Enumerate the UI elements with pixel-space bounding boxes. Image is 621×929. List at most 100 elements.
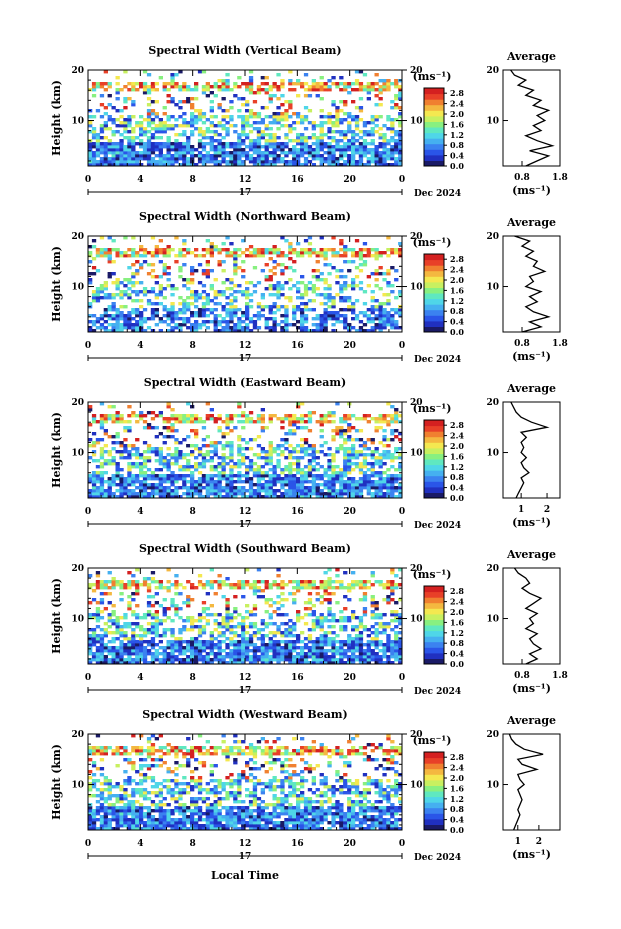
heatmap-cell bbox=[142, 320, 148, 324]
heatmap-cell bbox=[146, 426, 152, 430]
colorbar-swatch bbox=[424, 104, 444, 111]
heatmap-cell bbox=[197, 583, 203, 587]
heatmap-cell bbox=[378, 85, 383, 89]
heatmap-cell bbox=[225, 302, 230, 306]
heatmap-cell bbox=[288, 444, 293, 448]
heatmap-cell bbox=[107, 658, 112, 662]
heatmap-cell bbox=[288, 79, 293, 83]
heatmap-cell bbox=[135, 420, 140, 424]
heatmap-cell bbox=[150, 317, 156, 321]
heatmap-cell bbox=[303, 326, 309, 330]
heatmap-cell bbox=[142, 489, 148, 493]
heatmap-cell bbox=[315, 649, 320, 653]
heatmap-cell bbox=[280, 438, 285, 442]
heatmap-cell bbox=[115, 82, 120, 86]
heatmap-cell bbox=[190, 251, 195, 255]
heatmap-cell bbox=[146, 640, 152, 644]
heatmap-cell bbox=[217, 260, 222, 264]
heatmap-cell bbox=[99, 142, 105, 146]
panel-title: Spectral Width (Vertical Beam) bbox=[148, 44, 341, 57]
heatmap-cell bbox=[382, 124, 387, 128]
heatmap-cell bbox=[284, 640, 289, 644]
heatmap-cell bbox=[233, 329, 238, 333]
heatmap-cell bbox=[95, 480, 101, 484]
heatmap-cell bbox=[241, 495, 246, 499]
heatmap-cell bbox=[201, 121, 207, 125]
heatmap-cell bbox=[241, 115, 246, 119]
heatmap-cell bbox=[264, 649, 269, 653]
heatmap-cell bbox=[131, 115, 136, 119]
heatmap-cell bbox=[284, 489, 289, 493]
heatmap-cell bbox=[260, 305, 265, 309]
heatmap-cell bbox=[284, 326, 289, 330]
heatmap-cell bbox=[331, 429, 336, 433]
heatmap-cell bbox=[162, 613, 167, 617]
heatmap-cell bbox=[174, 637, 179, 641]
heatmap-cell bbox=[88, 320, 93, 324]
heatmap-cell bbox=[237, 323, 242, 327]
heatmap-cell bbox=[201, 462, 207, 466]
heatmap-cell bbox=[123, 151, 128, 155]
heatmap-cell bbox=[252, 314, 258, 318]
heatmap-cell bbox=[343, 254, 348, 258]
heatmap-cell bbox=[170, 426, 175, 430]
heatmap-cell bbox=[398, 474, 403, 478]
heatmap-cell bbox=[135, 254, 140, 258]
heatmap-cell bbox=[201, 133, 207, 137]
heatmap-cell bbox=[241, 453, 246, 457]
heatmap-cell bbox=[248, 655, 254, 659]
heatmap-cell bbox=[182, 492, 187, 496]
heatmap-cell bbox=[307, 287, 313, 291]
heatmap-cell bbox=[390, 477, 395, 481]
heatmap-cell bbox=[311, 649, 316, 653]
heatmap-cell bbox=[146, 595, 152, 599]
heatmap-cell bbox=[229, 302, 234, 306]
heatmap-cell bbox=[194, 85, 199, 89]
heatmap-cell bbox=[103, 284, 108, 288]
heatmap-cell bbox=[201, 70, 207, 74]
heatmap-cell bbox=[209, 248, 214, 252]
y-tick-label-right: 20 bbox=[410, 398, 423, 408]
heatmap-cell bbox=[386, 82, 391, 86]
heatmap-cell bbox=[233, 151, 238, 155]
heatmap-cell bbox=[303, 248, 309, 252]
heatmap-cell bbox=[358, 142, 364, 146]
heatmap-cell bbox=[370, 311, 375, 315]
heatmap-cell bbox=[131, 151, 136, 155]
heatmap-cell bbox=[139, 82, 144, 86]
heatmap-cell bbox=[170, 329, 175, 333]
heatmap-cell bbox=[150, 127, 156, 131]
heatmap-cell bbox=[335, 471, 340, 475]
heatmap-cell bbox=[268, 441, 273, 445]
heatmap-cell bbox=[276, 631, 281, 635]
heatmap-cell bbox=[256, 112, 262, 116]
y-tick-label: 10 bbox=[71, 449, 84, 459]
heatmap-cell bbox=[264, 133, 269, 137]
heatmap-cell bbox=[119, 326, 124, 330]
heatmap-cell bbox=[182, 112, 187, 116]
heatmap-cell bbox=[205, 272, 210, 276]
heatmap-cell bbox=[209, 586, 214, 590]
heatmap-cell bbox=[158, 329, 163, 333]
heatmap-cell bbox=[139, 323, 144, 327]
heatmap-cell bbox=[268, 622, 273, 626]
heatmap-cell bbox=[315, 616, 320, 620]
heatmap-cell bbox=[162, 586, 167, 590]
heatmap-cell bbox=[194, 326, 199, 330]
heatmap-cell bbox=[119, 314, 124, 318]
heatmap-cell bbox=[99, 438, 105, 442]
heatmap-cell bbox=[103, 157, 108, 161]
heatmap-cell bbox=[307, 468, 313, 472]
heatmap-cell bbox=[292, 462, 297, 466]
heatmap-cell bbox=[343, 133, 348, 137]
heatmap-cell bbox=[260, 589, 265, 593]
heatmap-cell bbox=[264, 601, 269, 605]
heatmap-cell bbox=[139, 474, 144, 478]
heatmap-cell bbox=[95, 477, 101, 481]
heatmap-cell bbox=[150, 489, 156, 493]
heatmap-cell bbox=[229, 631, 234, 635]
heatmap-cell bbox=[154, 82, 159, 86]
heatmap-cell bbox=[319, 236, 324, 240]
heatmap-cell bbox=[264, 76, 269, 80]
heatmap-cell bbox=[182, 311, 187, 315]
